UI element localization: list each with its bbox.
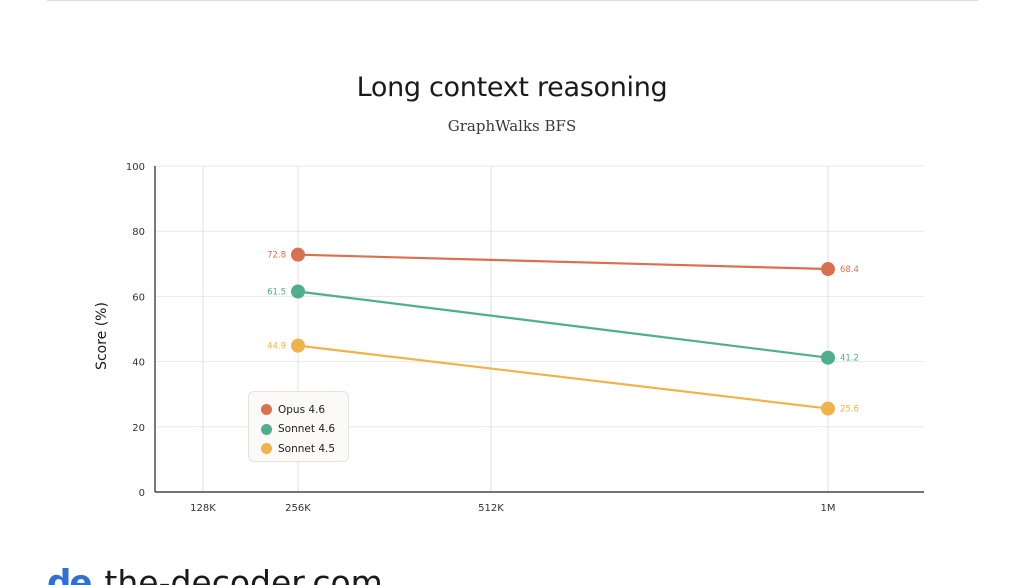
data-label-sonnet-4-5: 44.9 xyxy=(267,342,286,352)
data-label-sonnet-4-6: 41.2 xyxy=(840,354,859,364)
legend-item: Sonnet 4.6 xyxy=(261,420,348,440)
legend-label: Opus 4.6 xyxy=(278,403,326,416)
legend-label: Sonnet 4.6 xyxy=(278,423,336,436)
data-label-opus-4-6: 72.8 xyxy=(267,251,286,261)
site-logo: de xyxy=(47,566,92,585)
x-tick-label: 256K xyxy=(285,503,311,514)
site-footer: de the-decoder.com xyxy=(47,566,383,585)
data-label-sonnet-4-6: 61.5 xyxy=(267,288,286,298)
data-point-sonnet-4-5 xyxy=(291,338,305,353)
data-point-sonnet-4-5 xyxy=(821,401,835,416)
top-divider xyxy=(47,0,978,1)
chart-subtitle: GraphWalks BFS xyxy=(447,117,577,135)
data-point-sonnet-4-6 xyxy=(291,284,305,299)
legend-swatch xyxy=(261,404,272,416)
y-tick-label: 40 xyxy=(132,358,145,369)
data-point-opus-4-6 xyxy=(291,247,305,262)
site-url: the-decoder.com xyxy=(104,566,382,585)
y-tick-label: 100 xyxy=(126,162,145,173)
y-tick-label: 80 xyxy=(132,227,145,238)
series-line-opus-4-6 xyxy=(297,253,829,271)
data-label-opus-4-6: 68.4 xyxy=(840,265,859,275)
x-tick-label: 512K xyxy=(478,503,504,514)
y-tick-label: 20 xyxy=(132,423,145,434)
series-line-sonnet-4-6 xyxy=(297,290,829,359)
chart-legend: Opus 4.6 Sonnet 4.6 Sonnet 4.5 xyxy=(248,391,349,462)
y-tick-label: 60 xyxy=(132,292,145,303)
legend-item: Opus 4.6 xyxy=(261,400,348,420)
x-tick-label: 1M xyxy=(821,503,836,514)
y-tick-label: 0 xyxy=(139,488,145,499)
data-label-sonnet-4-5: 25.6 xyxy=(840,405,859,415)
legend-swatch xyxy=(261,423,272,435)
legend-label: Sonnet 4.5 xyxy=(278,442,336,455)
legend-swatch xyxy=(261,443,272,455)
chart-title: Long context reasoning xyxy=(356,72,668,103)
data-point-sonnet-4-6 xyxy=(821,350,835,365)
series-line-sonnet-4-5 xyxy=(297,344,829,410)
legend-item: Sonnet 4.5 xyxy=(261,439,348,459)
x-tick-label: 128K xyxy=(190,503,216,514)
data-point-opus-4-6 xyxy=(821,262,835,277)
